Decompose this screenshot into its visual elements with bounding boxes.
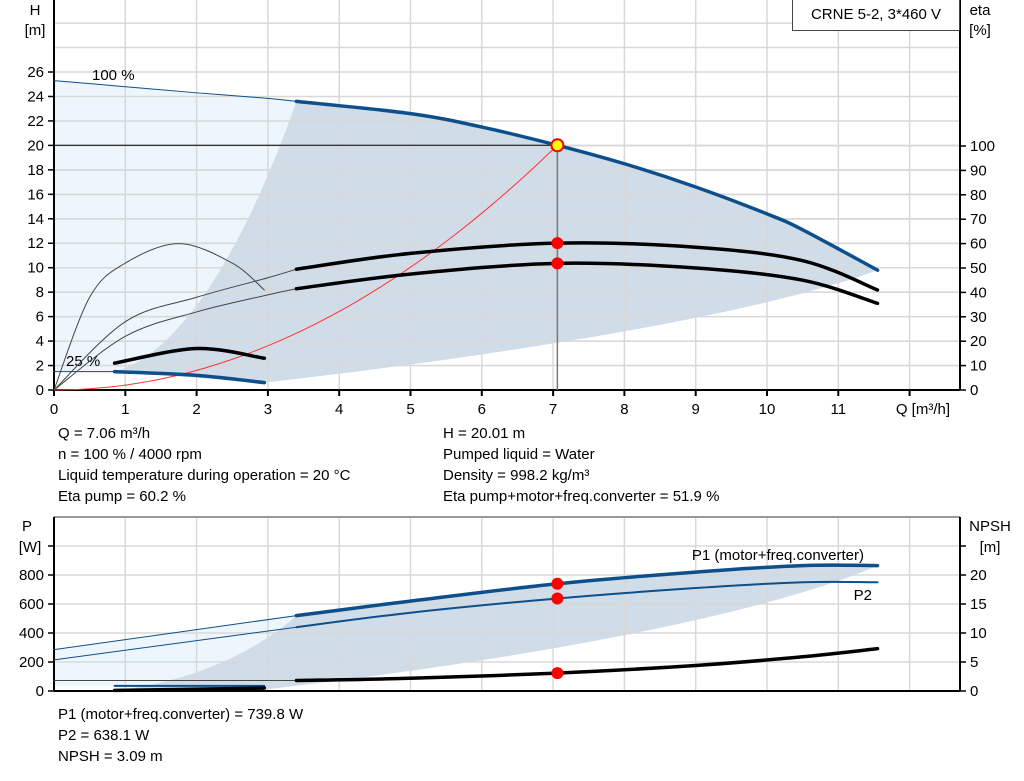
info-npsh: NPSH = 3.09 m xyxy=(58,748,163,765)
curve-head_100_op xyxy=(294,99,880,272)
operating-point-head xyxy=(550,138,565,153)
info-eta-pump: Eta pump = 60.2 % xyxy=(58,488,186,505)
y-tick-label-right: 30 xyxy=(970,309,987,326)
y-tick-label-left: 4 xyxy=(36,333,44,350)
curve-eta_total xyxy=(294,261,880,306)
y-tick-label-right: 50 xyxy=(970,260,987,277)
curve-p1_thin xyxy=(53,615,297,651)
y-tick-label-left: 0 xyxy=(36,683,44,700)
y-tick-label-left: 2 xyxy=(36,358,44,375)
info-density: Density = 998.2 kg/m³ xyxy=(443,467,590,484)
y-tick-label-right: 40 xyxy=(970,284,987,301)
y-tick-label-left: 400 xyxy=(19,625,44,642)
curve-npsh xyxy=(294,646,880,683)
y-tick-label-right: 90 xyxy=(970,162,987,179)
curve-head_25_op xyxy=(112,369,267,385)
curve-npsh_25 xyxy=(112,686,267,693)
info-liquid: Pumped liquid = Water xyxy=(443,446,595,463)
annotation-25-percent: 25 % xyxy=(66,353,100,370)
operating-point-eta-total xyxy=(551,257,564,270)
y-tick-label-left: 12 xyxy=(27,235,44,252)
y-axis-unit-right: [%] xyxy=(969,22,991,39)
y-tick-label-right: 70 xyxy=(970,211,987,228)
curve-p1 xyxy=(294,563,880,618)
y-tick-label-left: 800 xyxy=(19,567,44,584)
pump-model-label: CRNE 5-2, 3*460 V xyxy=(792,0,960,31)
x-tick-label: 7 xyxy=(549,401,557,418)
info-h: H = 20.01 m xyxy=(443,425,526,442)
x-tick-label: 8 xyxy=(620,401,628,418)
info-eta-total: Eta pump+motor+freq.converter = 51.9 % xyxy=(443,488,720,505)
x-axis-label: Q [m³/h] xyxy=(896,401,950,418)
y-tick-label-right: 15 xyxy=(970,596,987,613)
y-tick-label-right: 20 xyxy=(970,567,987,584)
y-tick-label-left: 26 xyxy=(27,64,44,81)
curve-head_100 xyxy=(53,80,297,102)
y-tick-label-right: 80 xyxy=(970,187,987,204)
y-tick-label-left: 20 xyxy=(27,137,44,154)
y-tick-label-right: 10 xyxy=(970,358,987,375)
info-p2: P2 = 638.1 W xyxy=(58,727,150,744)
y-tick-label-right: 10 xyxy=(970,625,987,642)
y-tick-label-left: 16 xyxy=(27,186,44,203)
y-axis-unit-left: [W] xyxy=(19,539,42,556)
info-q: Q = 7.06 m³/h xyxy=(58,425,151,442)
y-tick-label-left: 8 xyxy=(36,284,44,301)
x-tick-label: 5 xyxy=(406,401,414,418)
curve-eta_total_thin xyxy=(53,288,297,391)
legend-label-p2: P2 xyxy=(854,587,872,604)
system-curve xyxy=(53,144,558,391)
x-tick-label: 6 xyxy=(478,401,486,418)
x-tick-label: 1 xyxy=(121,401,129,418)
x-tick-label: 11 xyxy=(831,401,847,418)
y-axis-label-right: NPSH xyxy=(969,518,1011,535)
envelope-power-range xyxy=(114,565,878,691)
x-tick-label: 9 xyxy=(692,401,700,418)
operating-point-npsh xyxy=(551,667,564,680)
y-axis-unit-right: [m] xyxy=(980,539,1001,556)
y-tick-label-right: 100 xyxy=(970,138,995,155)
x-tick-label: 10 xyxy=(759,401,776,418)
curve-p2_thin xyxy=(53,626,297,661)
curve-p2 xyxy=(295,580,879,629)
info-p1: P1 (motor+freq.converter) = 739.8 W xyxy=(58,706,304,723)
y-tick-label-left: 0 xyxy=(36,382,44,399)
y-tick-label-right: 5 xyxy=(970,654,978,671)
y-tick-label-right: 0 xyxy=(970,683,978,700)
curve-eta_pump_thin xyxy=(53,268,297,391)
y-axis-label-right: eta xyxy=(970,2,992,19)
y-axis-label-left: P xyxy=(22,518,32,535)
y-tick-label-left: 22 xyxy=(27,113,44,130)
x-tick-label: 2 xyxy=(192,401,200,418)
x-tick-label: 4 xyxy=(335,401,343,418)
y-tick-label-right: 20 xyxy=(970,333,987,350)
info-temperature: Liquid temperature during operation = 20… xyxy=(58,467,351,484)
y-tick-label-right: 0 xyxy=(970,382,978,399)
y-tick-label-left: 18 xyxy=(27,162,44,179)
curve-eta_25 xyxy=(112,346,267,365)
y-tick-label-left: 600 xyxy=(19,596,44,613)
operating-point-eta-pump xyxy=(551,237,564,250)
operating-point-p2 xyxy=(551,592,564,605)
y-tick-label-left: 10 xyxy=(27,260,44,277)
annotation-100-percent: 100 % xyxy=(92,67,135,84)
y-tick-label-left: 14 xyxy=(27,211,44,228)
x-tick-label: 3 xyxy=(264,401,272,418)
y-axis-label-left: H xyxy=(30,2,41,19)
y-tick-label-left: 200 xyxy=(19,654,44,671)
y-axis-unit-left: [m] xyxy=(25,22,46,39)
y-tick-label-left: 24 xyxy=(27,88,44,105)
y-tick-label-left: 6 xyxy=(36,309,44,326)
x-tick-label: 0 xyxy=(50,401,58,418)
info-speed: n = 100 % / 4000 rpm xyxy=(58,446,202,463)
envelope-operating-range xyxy=(114,101,878,383)
curve-eta_pump xyxy=(294,241,880,292)
operating-point-p1 xyxy=(551,577,564,590)
y-tick-label-right: 60 xyxy=(970,236,987,253)
curve-eta_25_thin xyxy=(53,243,265,391)
legend-label-p1: P1 (motor+freq.converter) xyxy=(692,547,864,564)
